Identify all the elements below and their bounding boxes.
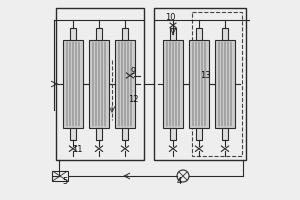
- Bar: [122, 28, 128, 40]
- Text: 4: 4: [176, 178, 181, 186]
- Bar: [192, 12, 242, 156]
- Text: 9: 9: [130, 68, 136, 76]
- Bar: [164, 40, 183, 128]
- Bar: [70, 28, 76, 40]
- Bar: [63, 40, 82, 128]
- Text: 12: 12: [128, 96, 138, 104]
- Bar: [196, 128, 202, 140]
- Bar: [170, 128, 176, 140]
- Bar: [196, 28, 202, 40]
- Bar: [122, 128, 128, 140]
- Text: 11: 11: [72, 146, 82, 154]
- Bar: [70, 128, 76, 140]
- Text: 13: 13: [200, 72, 210, 80]
- Text: 10: 10: [165, 14, 175, 22]
- Bar: [96, 28, 102, 40]
- Bar: [222, 128, 228, 140]
- Bar: [89, 40, 109, 128]
- Bar: [96, 128, 102, 140]
- Bar: [222, 28, 228, 40]
- Bar: [52, 171, 68, 181]
- Bar: [116, 40, 135, 128]
- Bar: [170, 28, 176, 40]
- Bar: [189, 40, 208, 128]
- Text: 5: 5: [62, 178, 68, 186]
- Bar: [154, 8, 246, 160]
- Bar: [56, 8, 144, 160]
- Bar: [215, 40, 235, 128]
